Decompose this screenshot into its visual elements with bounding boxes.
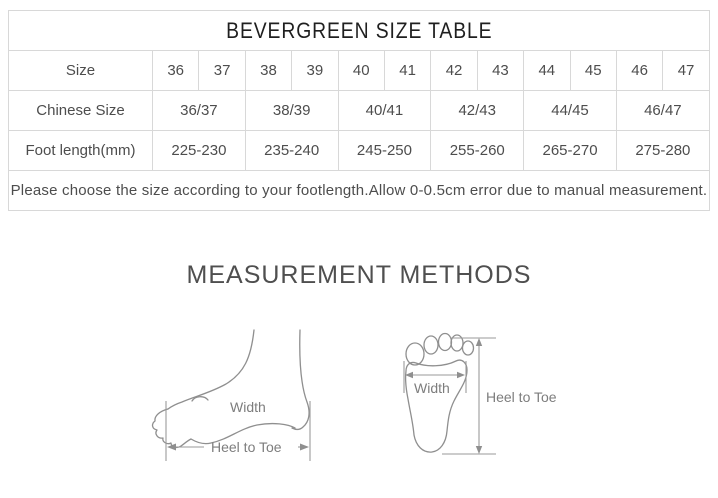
foot-length-value: 275-280	[615, 130, 710, 171]
side-width-label: Width	[230, 399, 266, 415]
chinese-size-row: Chinese Size 36/37 38/39 40/41 42/43 44/…	[8, 90, 710, 131]
foot-length-value: 235-240	[244, 130, 339, 171]
measurement-methods-title: MEASUREMENT METHODS	[186, 261, 532, 289]
foot-length-value: 255-260	[430, 130, 525, 171]
size-value: 45	[569, 50, 617, 91]
foot-length-value: 225-230	[152, 130, 246, 171]
top-width-label: Width	[414, 380, 450, 396]
chinese-size-value: 40/41	[337, 90, 432, 131]
side-heel-to-toe-label: Heel to Toe	[211, 439, 282, 455]
size-value: 43	[476, 50, 525, 91]
size-table: BEVERGREEN SIZE TABLE Size 36 37 38 39 4…	[8, 10, 710, 211]
size-value: 39	[291, 50, 339, 91]
foot-top-view-diagram: Width Heel to Toe	[403, 332, 557, 455]
foot-length-value: 265-270	[523, 130, 617, 171]
size-value: 40	[337, 50, 385, 91]
chinese-size-value: 44/45	[523, 90, 617, 131]
table-title-row: BEVERGREEN SIZE TABLE	[8, 10, 710, 51]
size-value: 46	[615, 50, 664, 91]
foot-side-view-diagram: Width Heel to Toe	[151, 329, 311, 461]
table-title-cell: BEVERGREEN SIZE TABLE	[8, 10, 710, 51]
size-value: 47	[662, 50, 710, 91]
foot-length-row-label: Foot length(mm)	[8, 130, 153, 171]
table-title: BEVERGREEN SIZE TABLE	[225, 17, 493, 43]
chinese-size-value: 38/39	[244, 90, 339, 131]
chinese-size-value: 42/43	[430, 90, 525, 131]
top-heel-to-toe-label: Heel to Toe	[486, 389, 557, 405]
size-value: 36	[151, 50, 200, 91]
size-value: 44	[523, 50, 571, 91]
note-row: Please choose the size according to your…	[8, 170, 710, 211]
chinese-size-value: 36/37	[152, 90, 246, 131]
size-row-label: Size	[8, 50, 153, 91]
size-value: 42	[430, 50, 478, 91]
size-row: Size 36 37 38 39 40 41 42 43 44 45 46 47	[8, 50, 710, 91]
size-note: Please choose the size according to your…	[8, 170, 710, 211]
size-value: 41	[383, 50, 432, 91]
foot-length-row: Foot length(mm) 225-230 235-240 245-250 …	[8, 130, 710, 171]
size-value: 37	[198, 50, 246, 91]
chinese-size-row-label: Chinese Size	[8, 90, 153, 131]
foot-length-value: 245-250	[337, 130, 432, 171]
size-value: 38	[244, 50, 293, 91]
chinese-size-value: 46/47	[615, 90, 710, 131]
